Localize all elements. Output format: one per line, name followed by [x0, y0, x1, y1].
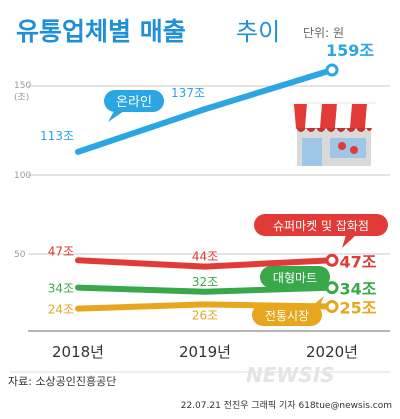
data-point-supermarket	[77, 259, 79, 261]
online-callout-tail	[108, 111, 124, 122]
data-label-traditional: 24조	[48, 303, 74, 317]
data-point-online	[325, 63, 339, 77]
credit-line: 22.07.21 전진우 그래픽 기자 618tue@newsis.com	[181, 400, 392, 411]
legend-hypermarket: 대형마트	[260, 266, 330, 288]
source-note: 자료: 소상공인진흥공단	[8, 374, 116, 388]
data-label-online: 137조	[171, 86, 205, 100]
x-tick-label: 2018년	[52, 343, 104, 361]
data-point-hypermarket	[77, 287, 79, 289]
data-label-supermarket: 47조	[48, 244, 74, 258]
hypermarket-callout-tail	[318, 275, 328, 284]
legend-supermarket: 슈퍼마켓 및 잡화점	[254, 214, 388, 248]
legend-label-supermarket: 슈퍼마켓 및 잡화점	[273, 219, 369, 233]
y-tick-100: 100	[14, 171, 31, 181]
legend-label-traditional: 전통시장	[265, 309, 309, 323]
store-icon	[292, 94, 376, 166]
chart-title: 유통업체별 매출	[16, 17, 186, 46]
y-tick-150: 150	[14, 81, 31, 91]
legend-traditional: 전통시장	[252, 296, 324, 326]
data-label-hypermarket: 34조	[48, 282, 74, 296]
hypermarket-callout-box	[260, 266, 330, 288]
supermarket-callout-tail	[342, 235, 356, 248]
data-point-online	[204, 108, 206, 110]
x-tick-label: 2019년	[179, 343, 231, 361]
legend-label-hypermarket: 대형마트	[273, 271, 317, 285]
unit-label: 단위: 원	[303, 26, 344, 40]
data-label-traditional: 25조	[340, 299, 377, 318]
data-point-hypermarket	[204, 291, 206, 293]
traditional-callout-box	[252, 304, 322, 326]
data-point-supermarket	[204, 266, 206, 268]
data-label-hypermarket: 34조	[340, 280, 377, 299]
legend-label-online: 온라인	[116, 95, 152, 110]
data-point-traditional	[204, 303, 206, 305]
data-label-supermarket: 47조	[340, 252, 377, 271]
data-point-hypermarket	[325, 281, 339, 295]
series-layer: 113조 137조 159조 47조 44조 47조 34조 32조 34조 24조 26조 25조	[40, 41, 377, 322]
data-point-supermarket	[325, 253, 339, 267]
y-tick-50: 50	[14, 250, 26, 260]
legend-online: 온라인	[104, 90, 164, 122]
data-point-online	[77, 151, 79, 153]
x-axis: 2018년 2019년 2020년	[52, 343, 358, 361]
x-tick-label: 2020년	[306, 343, 358, 361]
online-callout-box	[104, 90, 164, 112]
data-label-online: 159조	[326, 41, 374, 60]
y-unit-label: (조)	[14, 93, 29, 103]
data-label-hypermarket: 32조	[192, 275, 218, 289]
data-label-traditional: 26조	[192, 308, 218, 322]
data-point-traditional	[77, 308, 79, 310]
supermarket-callout-box	[254, 214, 388, 236]
chart-title-suffix: 추이	[236, 18, 280, 46]
newsis-watermark: NEWSIS	[246, 363, 335, 387]
traditional-callout-tail	[312, 296, 324, 310]
data-label-online: 113조	[40, 129, 74, 143]
data-point-traditional	[325, 300, 339, 313]
data-label-supermarket: 44조	[192, 250, 218, 264]
